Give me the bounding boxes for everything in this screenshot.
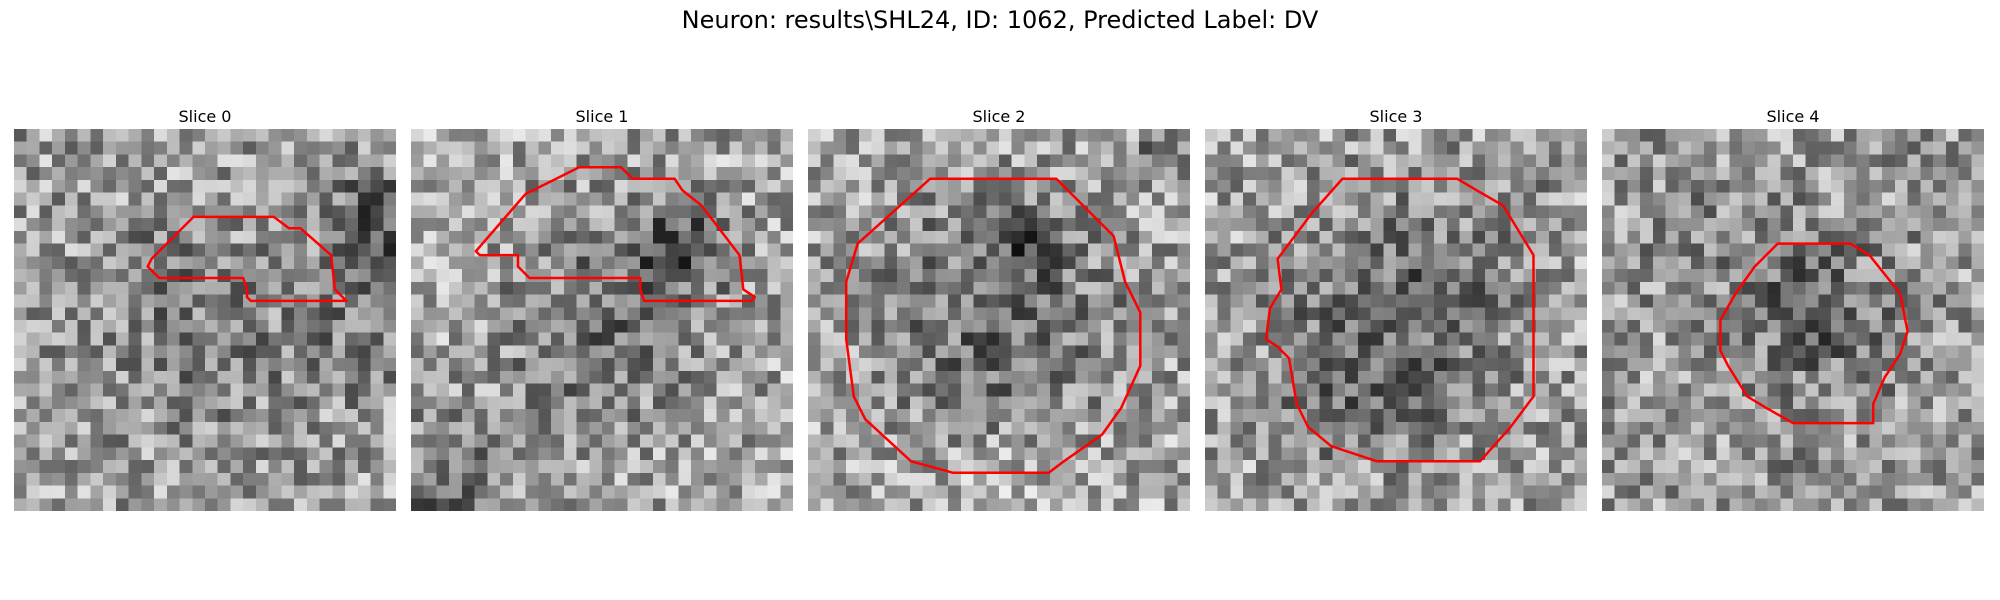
neuron-contour-1 — [474, 165, 757, 303]
slice-image-1 — [411, 129, 793, 511]
slice-panel-4: Slice 4 — [1602, 105, 1984, 511]
slice-panel-2: Slice 2 — [808, 105, 1190, 511]
slice-panel-0: Slice 0 — [14, 105, 396, 511]
slice-panel-1: Slice 1 — [411, 105, 793, 511]
slice-title-0: Slice 0 — [178, 107, 232, 126]
slice-image-4 — [1602, 129, 1984, 511]
neuron-contour-0 — [146, 215, 348, 303]
slice-image-0 — [14, 129, 396, 511]
figure-title: Neuron: results\SHL24, ID: 1062, Predict… — [681, 6, 1319, 34]
slice-image-2 — [808, 129, 1190, 511]
neuron-contour-2 — [844, 177, 1142, 475]
slice-title-2: Slice 2 — [972, 107, 1026, 126]
slice-title-3: Slice 3 — [1369, 107, 1423, 126]
slice-title-4: Slice 4 — [1766, 107, 1820, 126]
slice-title-1: Slice 1 — [575, 107, 629, 126]
neuron-contour-3 — [1264, 177, 1535, 463]
slice-image-3 — [1205, 129, 1587, 511]
neuron-contour-4 — [1719, 242, 1909, 425]
slice-panel-3: Slice 3 — [1205, 105, 1587, 511]
